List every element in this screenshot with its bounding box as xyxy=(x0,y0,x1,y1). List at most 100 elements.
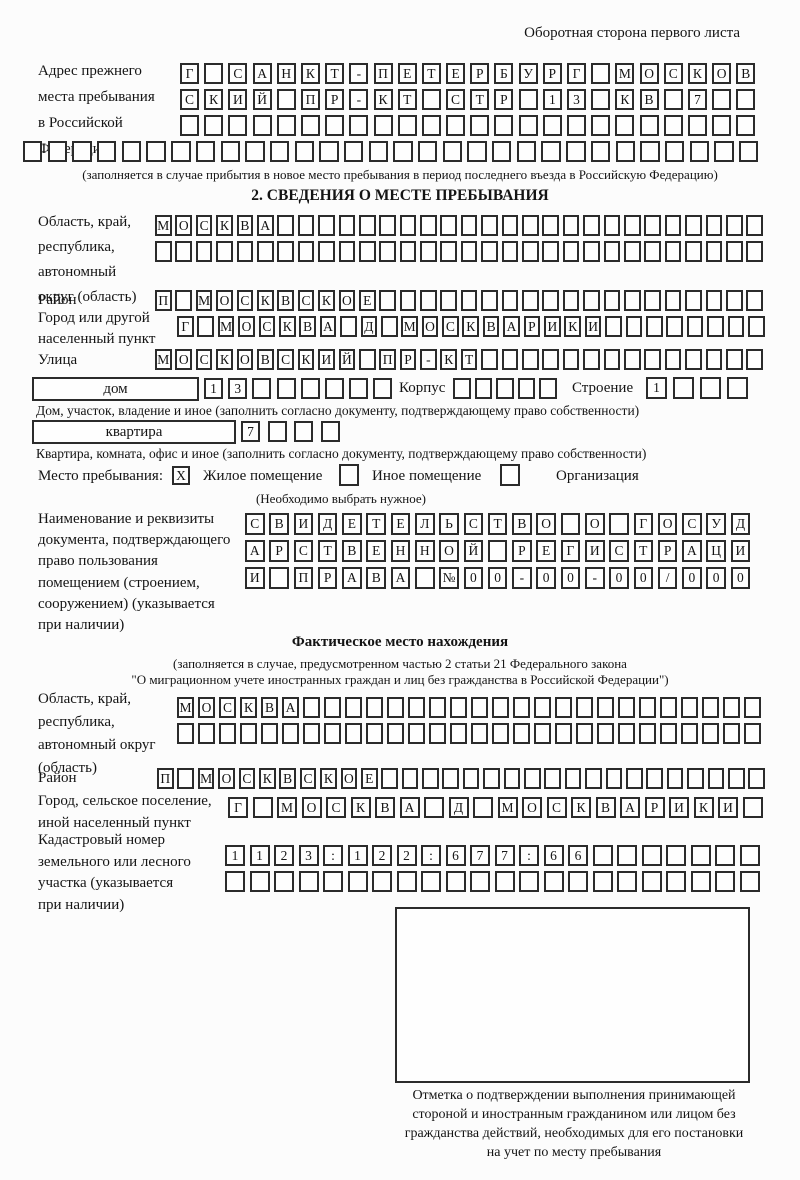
char-cell[interactable] xyxy=(690,845,711,866)
char-cell[interactable] xyxy=(300,115,320,136)
char-cell[interactable] xyxy=(396,871,417,892)
char-cell[interactable] xyxy=(494,115,514,136)
char-cell[interactable] xyxy=(666,316,683,337)
char-cell[interactable] xyxy=(583,290,600,311)
char-cell[interactable]: С xyxy=(663,63,683,84)
char-cell[interactable] xyxy=(297,215,315,236)
char-cell[interactable] xyxy=(664,141,685,162)
char-cell[interactable]: 7 xyxy=(687,89,707,110)
char-cell[interactable]: С xyxy=(546,797,567,818)
char-cell[interactable] xyxy=(641,845,662,866)
char-cell[interactable]: В xyxy=(639,89,659,110)
char-cell[interactable] xyxy=(625,768,643,789)
char-cell[interactable]: И xyxy=(584,316,602,337)
char-cell[interactable]: С xyxy=(326,797,346,818)
char-cell[interactable] xyxy=(195,141,216,162)
char-cell[interactable]: М xyxy=(195,290,213,311)
char-cell[interactable] xyxy=(323,871,343,892)
char-cell[interactable]: К xyxy=(278,316,296,337)
char-cell[interactable] xyxy=(373,378,393,399)
char-cell[interactable]: : xyxy=(323,845,343,866)
char-cell[interactable]: Р xyxy=(399,349,417,370)
char-cell[interactable] xyxy=(663,89,683,110)
char-cell[interactable]: 1 xyxy=(646,377,667,399)
char-cell[interactable]: Ь xyxy=(439,513,459,535)
char-cell[interactable]: В xyxy=(366,567,386,589)
char-cell[interactable] xyxy=(97,141,117,162)
char-cell[interactable]: К xyxy=(687,63,707,84)
char-cell[interactable] xyxy=(603,215,621,236)
char-cell[interactable] xyxy=(381,768,398,789)
char-cell[interactable]: 2 xyxy=(274,845,294,866)
char-cell[interactable] xyxy=(297,241,315,262)
char-cell[interactable] xyxy=(542,215,560,236)
char-cell[interactable]: С xyxy=(442,316,459,337)
char-cell[interactable]: Г xyxy=(177,316,194,337)
char-cell[interactable] xyxy=(177,723,194,744)
char-cell[interactable]: С xyxy=(180,89,199,110)
char-cell[interactable]: : xyxy=(421,845,441,866)
char-cell[interactable]: А xyxy=(682,540,702,562)
char-cell[interactable]: - xyxy=(420,349,437,370)
char-cell[interactable] xyxy=(471,723,488,744)
char-cell[interactable]: 2 xyxy=(396,845,417,866)
char-cell[interactable]: М xyxy=(401,316,418,337)
char-cell[interactable]: И xyxy=(730,540,751,562)
char-cell[interactable] xyxy=(195,241,213,262)
char-cell[interactable] xyxy=(298,871,319,892)
char-cell[interactable]: Е xyxy=(397,63,417,84)
char-cell[interactable] xyxy=(640,141,660,162)
char-cell[interactable] xyxy=(204,115,224,136)
char-cell[interactable]: Р xyxy=(512,540,532,562)
char-cell[interactable] xyxy=(746,241,763,262)
char-cell[interactable]: К xyxy=(373,89,393,110)
char-cell[interactable] xyxy=(408,723,425,744)
char-cell[interactable] xyxy=(712,89,732,110)
char-cell[interactable] xyxy=(460,290,478,311)
document-row-3[interactable]: И П Р А В А № 0 0-0 0-0 0/0 0 0 xyxy=(245,567,751,589)
char-cell[interactable]: П xyxy=(155,290,172,311)
char-cell[interactable]: - xyxy=(584,567,605,589)
char-cell[interactable] xyxy=(155,241,172,262)
char-cell[interactable]: Р xyxy=(644,797,665,818)
char-cell[interactable] xyxy=(585,768,602,789)
char-cell[interactable] xyxy=(225,871,245,892)
char-cell[interactable]: В xyxy=(279,768,296,789)
char-cell[interactable] xyxy=(496,378,514,399)
char-cell[interactable]: П xyxy=(373,63,393,84)
char-cell[interactable] xyxy=(303,697,320,718)
char-cell[interactable] xyxy=(618,697,635,718)
char-cell[interactable] xyxy=(744,697,761,718)
char-cell[interactable]: О xyxy=(712,63,732,84)
char-cell[interactable] xyxy=(592,871,613,892)
char-cell[interactable] xyxy=(685,290,702,311)
char-cell[interactable]: С xyxy=(293,540,314,562)
char-cell[interactable] xyxy=(603,290,621,311)
char-cell[interactable]: П xyxy=(379,349,396,370)
char-cell[interactable]: В xyxy=(512,513,532,535)
char-cell[interactable]: / xyxy=(657,567,678,589)
char-cell[interactable] xyxy=(725,241,743,262)
stay-type-checkbox-organization[interactable] xyxy=(500,464,520,486)
char-cell[interactable]: Т xyxy=(460,349,478,370)
char-cell[interactable] xyxy=(685,241,702,262)
char-cell[interactable] xyxy=(373,115,393,136)
char-cell[interactable]: У xyxy=(706,513,726,535)
apartment-number-row[interactable]: 7 xyxy=(241,421,340,442)
char-cell[interactable]: С xyxy=(609,540,629,562)
char-cell[interactable] xyxy=(746,215,763,236)
char-cell[interactable] xyxy=(219,723,236,744)
char-cell[interactable]: Д xyxy=(448,797,469,818)
char-cell[interactable]: - xyxy=(512,567,532,589)
char-cell[interactable] xyxy=(245,141,265,162)
char-cell[interactable] xyxy=(414,567,435,589)
char-cell[interactable] xyxy=(501,290,519,311)
char-cell[interactable] xyxy=(387,723,404,744)
char-cell[interactable] xyxy=(349,115,369,136)
